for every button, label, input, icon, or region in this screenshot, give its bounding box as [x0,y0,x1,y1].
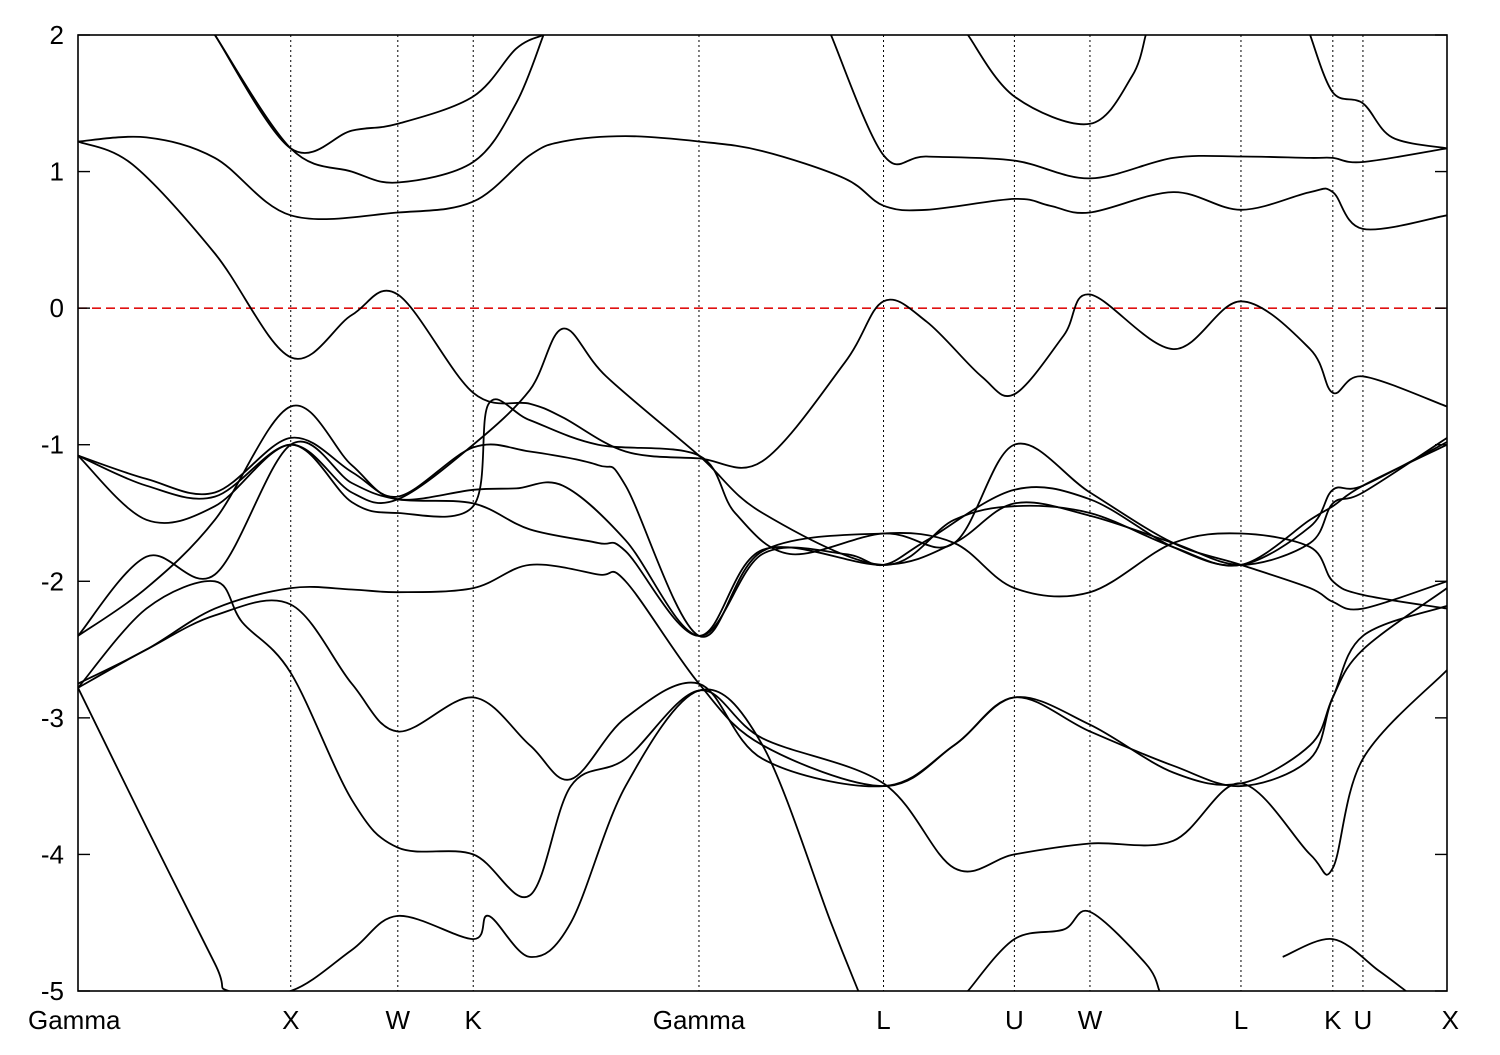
band-line [78,599,1447,788]
band-line [78,398,1447,610]
y-tick-label: -1 [41,430,64,460]
x-tick-label: U [1354,1005,1373,1035]
x-tick-label: Gamma [28,1005,121,1035]
x-tick-label: W [1078,1005,1103,1035]
band-line [214,35,544,154]
y-axis: 2 1 0 -1 -2 -3 -4 -5 [41,20,1447,1006]
band-line [78,580,1447,899]
band-lines [78,35,1447,991]
x-tick-label: U [1005,1005,1024,1035]
y-tick-label: -4 [41,839,64,869]
band-line [78,687,860,991]
band-line [967,909,1161,991]
x-tick-label: X [282,1005,299,1035]
x-tick-label: Gamma [653,1005,746,1035]
y-tick-label: -5 [41,976,64,1006]
x-axis: Gamma X W K Gamma L U W L K U X [28,1005,1459,1035]
band-line [78,436,1447,637]
y-tick-label: 0 [50,293,64,323]
band-line [78,135,1447,231]
y-tick-label: -3 [41,703,64,733]
plot-border [77,34,1448,992]
plot-frame [77,34,1448,992]
y-tick-label: 2 [50,20,64,50]
band-line [78,327,1447,567]
x-tick-label: K [465,1005,483,1035]
x-tick-label: X [1442,1005,1459,1035]
band-line [967,35,1147,126]
band-line [78,563,1447,788]
y-tick-label: 1 [50,157,64,187]
x-tick-label: W [386,1005,411,1035]
band-line [1282,938,1407,991]
band-line [830,35,1447,180]
band-line [78,437,1447,637]
band-line [78,140,1447,469]
x-tick-label: L [1234,1005,1248,1035]
high-symmetry-lines [290,35,1364,991]
x-tick-label: L [876,1005,890,1035]
y-tick-label: -2 [41,566,64,596]
x-tick-label: K [1324,1005,1342,1035]
band-line [78,404,1447,638]
band-line [214,35,545,184]
band-line [1309,35,1447,150]
